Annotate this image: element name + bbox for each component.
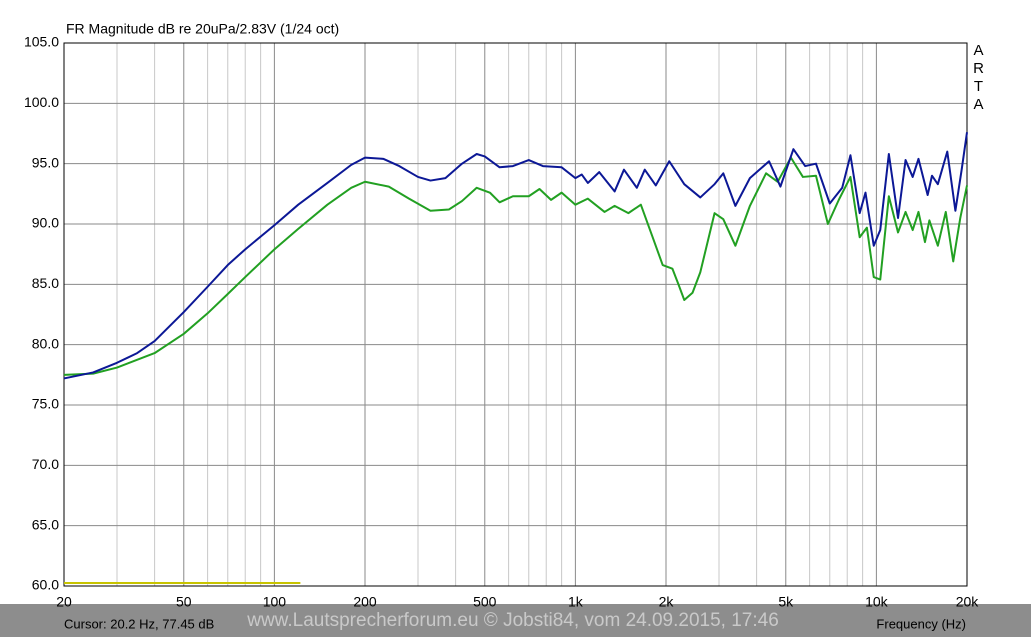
footer-band bbox=[0, 604, 1031, 637]
series-line bbox=[63, 132, 968, 380]
x-tick-label: 100 bbox=[263, 594, 287, 610]
chart-title: FR Magnitude dB re 20uPa/2.83V (1/24 oct… bbox=[66, 21, 339, 37]
y-tick-label: 65.0 bbox=[32, 516, 59, 532]
y-tick-label: 85.0 bbox=[32, 275, 59, 291]
x-tick-label: 500 bbox=[473, 594, 497, 610]
y-tick-label: 90.0 bbox=[32, 215, 59, 231]
x-tick-label: 20k bbox=[956, 594, 980, 610]
x-tick-label: 50 bbox=[176, 594, 192, 610]
y-tick-label: 80.0 bbox=[32, 335, 59, 351]
y-tick-label: 60.0 bbox=[32, 577, 59, 593]
plot-border bbox=[63, 42, 968, 587]
brand: ARTA bbox=[970, 42, 987, 114]
watermark: www.Lautsprecherforum.eu © Jobsti84, vom… bbox=[246, 610, 779, 631]
x-tick-label: 1k bbox=[568, 594, 584, 610]
x-tick-label: 2k bbox=[659, 594, 675, 610]
y-tick-label: 105.0 bbox=[24, 34, 59, 50]
y-tick-label: 75.0 bbox=[32, 396, 59, 412]
x-tick-label: 5k bbox=[778, 594, 794, 610]
x-tick-label: 10k bbox=[865, 594, 889, 610]
series-line bbox=[63, 156, 968, 376]
x-tick-label: 20 bbox=[56, 594, 72, 610]
y-tick-label: 100.0 bbox=[24, 94, 59, 110]
x-tick-label: 200 bbox=[353, 594, 377, 610]
cursor-readout: Cursor: 20.2 Hz, 77.45 dB bbox=[64, 616, 214, 631]
y-tick-label: 95.0 bbox=[32, 154, 59, 170]
y-tick-label: 70.0 bbox=[32, 456, 59, 472]
x-axis-label: Frequency (Hz) bbox=[876, 616, 966, 631]
